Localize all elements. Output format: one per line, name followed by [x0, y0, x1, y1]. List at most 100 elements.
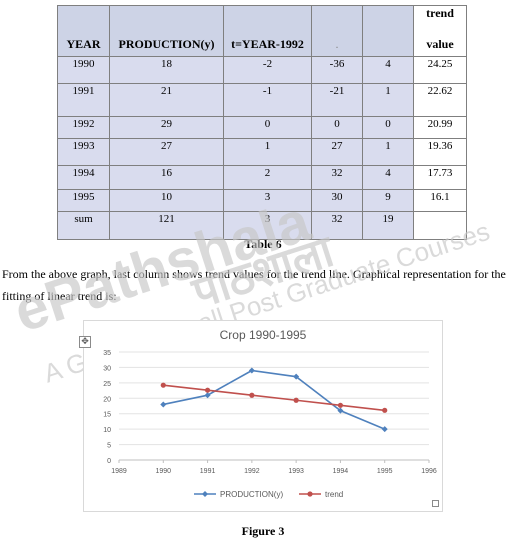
data-point [381, 426, 388, 433]
table-cell: 0 [311, 116, 363, 139]
table-cell: 1990 [57, 56, 110, 84]
table-cell: 18 [109, 56, 224, 84]
table-cell: 30 [311, 189, 363, 212]
x-tick-label: 1989 [111, 468, 127, 475]
table-cell: 21 [109, 83, 224, 117]
table-cell: 20.99 [413, 116, 467, 139]
table-cell: 27 [311, 138, 363, 166]
table-cell: 4 [362, 165, 414, 190]
table-cell: 27 [109, 138, 224, 166]
header-year: YEAR [57, 5, 110, 57]
legend-marker [202, 491, 208, 497]
table-cell: 19.36 [413, 138, 467, 166]
table-row: 1995 10 3 30 9 16.1 [57, 189, 467, 212]
x-tick-label: 1992 [244, 468, 260, 475]
body-paragraph: From the above graph, last column shows … [2, 267, 506, 303]
series-line-trend [163, 384, 385, 412]
table-cell: 3 [223, 211, 312, 240]
table-cell: 1995 [57, 189, 110, 212]
data-point [204, 392, 211, 399]
y-tick-label: 10 [103, 427, 111, 434]
y-tick-label: 15 [103, 412, 111, 419]
y-tick-label: 0 [107, 458, 111, 465]
table-cell: 10 [109, 189, 224, 212]
data-point [337, 407, 344, 414]
table-cell: 32 [311, 165, 363, 190]
table-cell: 24.25 [413, 56, 467, 84]
y-tick-label: 20 [103, 396, 111, 403]
data-point [382, 407, 388, 413]
table-caption: Table 6 [244, 237, 282, 251]
header-trend-value: trend value [413, 5, 467, 57]
table-cell: 121 [109, 211, 224, 240]
x-tick-label: 1996 [421, 468, 437, 475]
x-tick-label: 1994 [333, 468, 349, 475]
data-point [160, 382, 166, 388]
chart-svg: Crop 1990-1995 0 5 10 15 20 25 30 35 1989 1990 1991… [103, 328, 437, 499]
y-tick-label: 5 [107, 443, 111, 450]
y-tick-label: 30 [103, 365, 111, 372]
table-cell: 29 [109, 116, 224, 139]
header-trend-line2: value [426, 37, 454, 51]
table-row: sum 121 3 32 19 [57, 211, 467, 240]
table-cell: 0 [223, 116, 312, 139]
header-t2 [362, 5, 414, 57]
table-cell: -2 [223, 56, 312, 84]
data-point [337, 402, 344, 408]
table-cell: 9 [362, 189, 414, 212]
data-point [160, 401, 167, 408]
x-tick-label: 1991 [200, 468, 216, 475]
table-cell: -1 [223, 83, 312, 117]
figure-caption: Figure 3 [241, 524, 285, 538]
table-cell [413, 211, 467, 240]
data-point [248, 367, 255, 374]
table-cell: sum [57, 211, 110, 240]
table-cell: 16.1 [413, 189, 467, 212]
resize-handle-icon[interactable] [432, 500, 439, 507]
table-row: 1991 21 -1 -21 1 22.62 [57, 83, 467, 117]
table-row: 1990 18 -2 -36 4 24.25 [57, 56, 467, 84]
series-line-production [163, 369, 386, 430]
header-ty: . [311, 5, 363, 57]
table-header-row: YEAR PRODUCTION(y) t=YEAR-1992 . trend va… [57, 5, 467, 57]
y-tick-label: 25 [103, 381, 111, 388]
crop-chart[interactable]: Crop 1990-1995 0 5 10 15 20 25 30 35 1989 1990 1991… [83, 320, 443, 512]
header-t: t=YEAR-1992 [223, 5, 312, 57]
table-cell: 1992 [57, 116, 110, 139]
table-row: 1992 29 0 0 0 20.99 [57, 116, 467, 139]
header-production: PRODUCTION(y) [109, 5, 224, 57]
data-point [293, 397, 299, 403]
table-cell: 4 [362, 56, 414, 84]
table-cell: 2 [223, 165, 312, 190]
table-cell: 0 [362, 116, 414, 139]
table-cell: 16 [109, 165, 224, 190]
legend-marker [307, 491, 313, 497]
legend-label: PRODUCTION(y) [220, 490, 283, 499]
table-row: 1994 16 2 32 4 17.73 [57, 165, 467, 190]
move-handle-icon[interactable]: ✥ [79, 336, 91, 348]
chart-title: Crop 1990-1995 [220, 328, 307, 342]
table-cell: 1 [223, 138, 312, 166]
table-cell: 17.73 [413, 165, 467, 190]
table-cell: -21 [311, 83, 363, 117]
table-cell: -36 [311, 56, 363, 84]
x-tick-label: 1995 [377, 468, 393, 475]
table-cell: 32 [311, 211, 363, 240]
data-table: YEAR PRODUCTION(y) t=YEAR-1992 . trend va… [57, 5, 467, 240]
data-point [249, 392, 255, 398]
header-trend-line1: trend [426, 6, 454, 20]
legend-label: trend [325, 490, 343, 499]
table-cell: 1991 [57, 83, 110, 117]
table-cell: 1993 [57, 138, 110, 166]
y-tick-label: 35 [103, 350, 111, 357]
x-tick-label: 1990 [155, 468, 171, 475]
table-cell: 1994 [57, 165, 110, 190]
table-row: 1993 27 1 27 1 19.36 [57, 138, 467, 166]
table-cell: 22.62 [413, 83, 467, 117]
table-cell: 19 [362, 211, 414, 240]
table-cell: 1 [362, 83, 414, 117]
table-cell: 3 [223, 189, 312, 212]
data-point [204, 387, 211, 393]
x-tick-label: 1993 [288, 468, 304, 475]
table-cell: 1 [362, 138, 414, 166]
